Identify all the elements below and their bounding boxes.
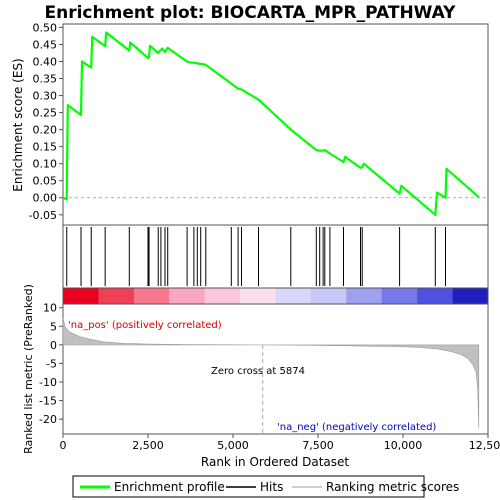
es-y-tick-label: 0.50 [33,21,58,34]
rank-metric-panel: -20 -15 -10 -5 0 5 10 'na_pos' (positively cor… [22,284,488,454]
heatmap-cell [276,288,312,304]
positive-correlation-label: 'na_pos' (positively correlated) [68,320,222,331]
rank-heatmap-bar [63,288,489,304]
rank-y-tick-label: 5 [50,320,57,333]
rank-y-tick-label: -20 [39,413,57,426]
legend-ranking-metric-label: Ranking metric scores [326,480,459,494]
heatmap-cell [417,288,453,304]
rank-y-tick-label: -10 [39,376,57,389]
x-tick-label: 7,500 [302,439,334,452]
es-y-tick-label: 0.20 [33,124,58,137]
es-y-ticks: -0.05 0.00 0.05 0.10 0.15 0.20 0.25 0.30 0.35 0.4… [29,21,63,221]
es-y-tick-label: 0.00 [33,192,58,205]
es-y-tick-label: 0.05 [33,175,58,188]
x-tick-label: 12,500 [469,439,500,452]
es-panel: -0.05 0.00 0.05 0.10 0.15 0.20 0.25 0.30 0.35 0.4… [11,21,488,225]
es-y-tick-label: 0.45 [33,38,58,51]
heatmap-cell [311,288,347,304]
heatmap-cells [63,288,489,304]
heatmap-cell [98,288,134,304]
chart-title: Enrichment plot: BIOCARTA_MPR_PATHWAY [45,3,457,23]
es-y-tick-label: 0.25 [33,107,58,120]
heatmap-cell [63,288,99,304]
heatmap-cell [169,288,205,304]
legend-hits-label: Hits [260,480,283,494]
negative-correlation-label: 'na_neg' (negatively correlated) [277,422,436,433]
es-y-tick-label: 0.10 [33,158,58,171]
es-y-tick-label: -0.05 [29,209,57,222]
x-axis-ticks: 0 2,500 5,000 7,500 10,000 12,500 [60,434,500,452]
rank-y-tick-label: -5 [46,357,57,370]
x-axis-label: Rank in Ordered Dataset [201,455,349,469]
rank-y-tick-label: 10 [43,302,57,315]
x-tick-label: 10,000 [384,439,423,452]
heatmap-cell [205,288,241,304]
hits-frame [63,225,488,288]
rank-y-ticks: -20 -15 -10 -5 0 5 10 [39,302,63,426]
heatmap-cell [240,288,276,304]
legend: Enrichment profile Hits Ranking metric s… [73,476,459,497]
es-y-tick-label: 0.15 [33,141,58,154]
es-y-tick-label: 0.40 [33,55,58,68]
legend-enrichment-profile-label: Enrichment profile [114,480,225,494]
heatmap-cell [382,288,418,304]
es-y-tick-label: 0.35 [33,73,58,86]
x-tick-label: 2,500 [132,439,164,452]
x-tick-label: 5,000 [217,439,249,452]
es-y-axis-label: Enrichment score (ES) [11,58,25,191]
rank-y-tick-label: 0 [50,339,57,352]
rank-y-axis-label: Ranked list metric (PreRanked) [22,284,35,454]
hits-panel [63,225,488,288]
x-tick-label: 0 [60,439,67,452]
heatmap-cell [346,288,382,304]
heatmap-cell [134,288,170,304]
es-y-tick-label: 0.30 [33,90,58,103]
zero-cross-label: Zero cross at 5874 [211,366,305,377]
rank-y-tick-label: -15 [39,395,57,408]
es-plot-frame [63,24,488,225]
heatmap-cell [453,288,489,304]
